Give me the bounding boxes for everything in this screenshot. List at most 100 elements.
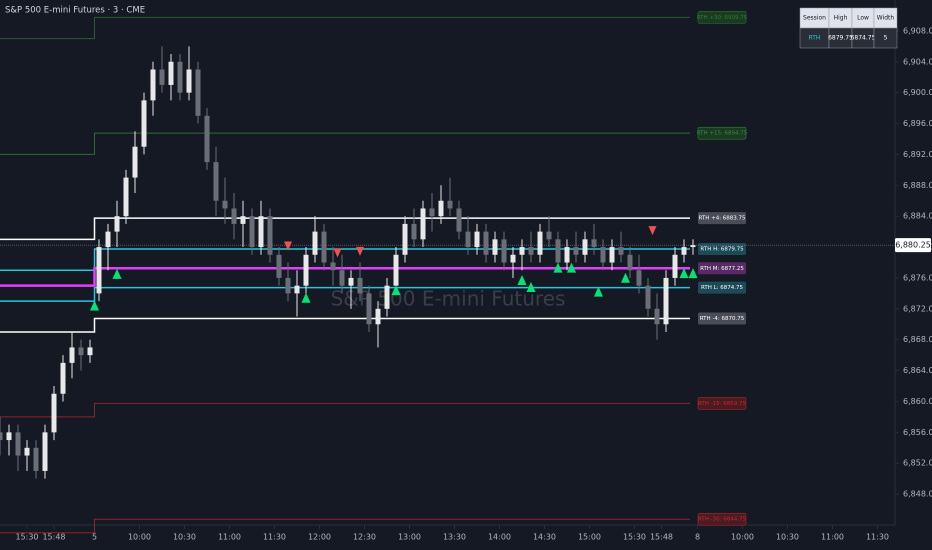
candle-body: [393, 254, 399, 286]
level-line: [0, 248, 690, 271]
candle-body: [474, 231, 480, 248]
table-header: Session: [803, 15, 826, 22]
candle-body: [402, 223, 408, 255]
level-label: RTH +15: 6894.75: [697, 131, 748, 137]
x-tick-label: 5: [92, 533, 97, 542]
x-tick-label: 15:48: [42, 533, 65, 542]
candle-body: [492, 239, 498, 255]
candle-body: [510, 254, 516, 263]
level-label-box: [697, 11, 747, 24]
candle-body: [123, 177, 129, 217]
candle-body: [321, 231, 327, 263]
candle-body: [618, 247, 624, 255]
buy-signal: [391, 285, 401, 296]
level-label: RTH -4: 6870.75: [700, 316, 745, 322]
level-line: [0, 16, 690, 40]
table-cell: [873, 27, 898, 49]
x-tick-label: 14:30: [533, 533, 556, 542]
candle-body: [312, 231, 318, 255]
level-label: RTH -30: 6844.75: [698, 517, 746, 523]
candle-body: [420, 208, 426, 240]
candle-body: [141, 100, 147, 147]
y-tick-label: 6,872.00: [903, 304, 932, 313]
candle-body: [240, 216, 246, 224]
candle-body: [105, 231, 111, 248]
y-tick-label: 6,900.00: [903, 88, 932, 97]
candle-body: [537, 231, 543, 255]
candle-body: [672, 254, 678, 278]
table-header: Low: [857, 15, 869, 22]
y-tick-label: 6,892.00: [903, 150, 932, 159]
candle-body: [186, 69, 192, 93]
buy-signal: [688, 268, 698, 279]
candle-body: [294, 285, 300, 294]
level-line: [0, 132, 690, 155]
table-value: RTH: [809, 35, 821, 42]
candle-body: [366, 293, 372, 325]
level-label: RTH L: 6874.75: [701, 285, 744, 291]
level-label-box: [698, 262, 746, 275]
buy-signal: [679, 268, 689, 279]
table-header: Width: [877, 15, 895, 22]
y-tick-label: 6,852.00: [903, 459, 932, 468]
candle-body: [465, 231, 471, 248]
candle-body: [276, 254, 282, 278]
level-label-box: [698, 242, 746, 255]
sell-signal: [284, 241, 292, 251]
candle-body: [0, 432, 3, 441]
y-tick-label: 6,876.00: [903, 273, 932, 282]
buy-signal: [90, 300, 99, 311]
candle-body: [87, 347, 93, 356]
x-tick-label: 14:00: [488, 533, 511, 542]
candle-body: [168, 61, 174, 85]
buy-signal: [517, 275, 527, 286]
candle-body: [285, 277, 291, 294]
level-line: [0, 267, 690, 287]
last-price-box: [895, 238, 931, 253]
y-tick-label: 6,888.00: [903, 181, 932, 190]
sell-signal: [333, 248, 342, 258]
level-label: RTH -15: 6859.75: [698, 401, 746, 407]
candle-body: [114, 216, 120, 232]
candle-body: [33, 447, 39, 471]
level-label: RTH +30: 6909.75: [697, 15, 748, 21]
candle-body: [627, 254, 633, 271]
y-tick-label: 6,856.00: [903, 428, 932, 437]
candle-body: [411, 223, 417, 240]
candle-body: [267, 216, 273, 255]
candle-body: [150, 69, 156, 101]
buy-signal: [553, 262, 563, 273]
y-tick-label: 6,848.00: [903, 490, 932, 499]
level-label: RTH H: 6879.75: [700, 246, 744, 252]
candle-body: [555, 239, 561, 263]
candle-body: [438, 200, 444, 217]
buy-signal: [526, 281, 536, 292]
x-tick-label: 13:00: [398, 533, 421, 542]
sell-signal: [648, 226, 657, 236]
candle-body: [177, 61, 183, 93]
candle-body: [636, 270, 642, 286]
candle-body: [609, 247, 615, 263]
level-line: [0, 402, 690, 418]
candle-body: [591, 239, 597, 248]
level-label-box: [698, 212, 746, 225]
candle-body: [447, 200, 453, 209]
sell-signal: [356, 246, 364, 256]
y-tick-label: 6,864.00: [903, 366, 932, 375]
candle-body: [24, 447, 30, 456]
level-label: RTH +4: 6883.75: [698, 216, 746, 222]
candle-body: [42, 432, 48, 471]
candle-body: [681, 247, 687, 255]
buy-signal: [594, 286, 603, 297]
x-tick-label: 13:30: [443, 533, 466, 542]
candle-body: [204, 115, 210, 163]
x-tick-label: 11:00: [821, 533, 844, 542]
candle-body: [249, 216, 255, 248]
candle-body: [159, 69, 165, 85]
y-tick-label: 6,884.00: [903, 212, 932, 221]
y-tick-label: 6,860.00: [903, 397, 932, 406]
x-tick-label: 10:30: [776, 533, 799, 542]
buy-signal: [567, 262, 576, 273]
candle-body: [6, 432, 12, 441]
